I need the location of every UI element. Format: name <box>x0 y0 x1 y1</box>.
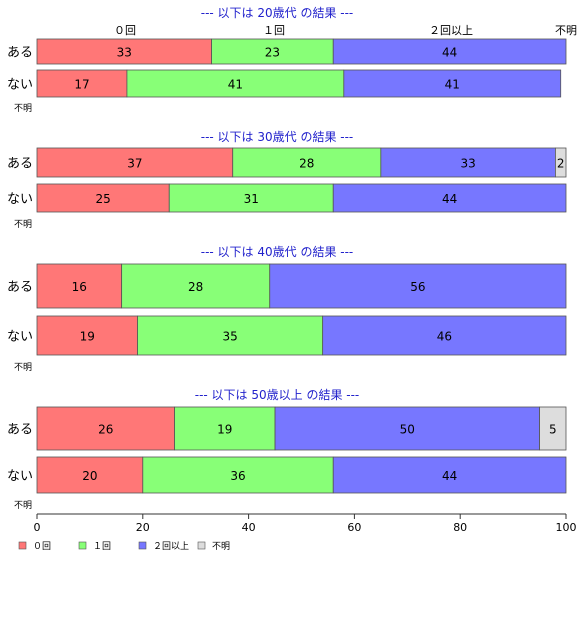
data-label-twoplus: 44 <box>442 192 457 206</box>
x-tick-label: 60 <box>347 521 361 534</box>
row-label: ある <box>7 423 33 438</box>
data-label-twoplus: 41 <box>445 78 460 92</box>
header-label-unknown: 不明 <box>555 24 577 37</box>
panel-title-2: --- 以下は 30歳代 の結果 --- <box>201 130 354 144</box>
data-label-one: 36 <box>230 469 245 483</box>
data-label-one: 19 <box>217 423 232 437</box>
bar-segment-twoplus <box>332 456 567 494</box>
data-label-zero: 19 <box>80 330 95 344</box>
row-label: ない <box>7 330 33 345</box>
legend-swatch-zero <box>18 541 27 550</box>
data-label-one: 23 <box>265 46 280 60</box>
bar-segment-one <box>126 69 345 98</box>
bar-segment-zero <box>36 183 170 213</box>
data-label-unknown: 2 <box>557 157 565 171</box>
unknown-note: 不明 <box>14 219 32 230</box>
data-label-twoplus: 50 <box>400 423 415 437</box>
legend-label-twoplus: ２回以上 <box>153 541 189 552</box>
header-label-zero: ０回 <box>114 24 136 37</box>
data-label-twoplus: 46 <box>437 330 452 344</box>
bar-segment-twoplus <box>332 38 567 65</box>
data-label-zero: 26 <box>98 423 113 437</box>
legend-swatch-unknown <box>197 541 206 550</box>
x-tick-label: 40 <box>242 521 256 534</box>
row-label: ない <box>7 192 33 207</box>
header-label-one: １回 <box>263 24 285 37</box>
bar-segment-zero <box>36 263 123 309</box>
bar-segment-unknown <box>555 147 567 178</box>
row-label: ない <box>7 78 33 93</box>
data-label-twoplus: 44 <box>442 469 457 483</box>
panel-title-1: --- 以下は 20歳代 の結果 --- <box>201 6 354 20</box>
unknown-note: 不明 <box>14 362 32 373</box>
panel-title-4: --- 以下は 50歳以上 の結果 --- <box>195 388 360 402</box>
row-label: ない <box>7 469 33 484</box>
unknown-note: 不明 <box>14 103 32 114</box>
bar-segment-zero <box>36 147 234 178</box>
data-label-zero: 37 <box>127 157 142 171</box>
row-label: ある <box>7 157 33 172</box>
legend-label-unknown: 不明 <box>212 541 230 552</box>
data-label-twoplus: 33 <box>460 157 475 171</box>
data-label-zero: 20 <box>82 469 97 483</box>
bar-segment-zero <box>36 38 212 65</box>
data-label-zero: 25 <box>95 192 110 206</box>
data-label-one: 28 <box>188 280 203 294</box>
bar-segment-one <box>121 263 271 309</box>
bar-segment-twoplus <box>332 183 567 213</box>
bar-segment-one <box>211 38 334 65</box>
data-label-one: 31 <box>244 192 259 206</box>
bar-segment-twoplus <box>380 147 556 178</box>
data-label-zero: 33 <box>117 46 132 60</box>
bar-segment-unknown <box>539 406 567 451</box>
bar-segment-one <box>168 183 334 213</box>
data-label-twoplus: 44 <box>442 46 457 60</box>
legend-label-one: １回 <box>93 541 111 552</box>
bar-segment-twoplus <box>343 69 562 98</box>
x-tick-label: 20 <box>136 521 150 534</box>
legend-swatch-twoplus <box>138 541 147 550</box>
data-label-zero: 16 <box>72 280 87 294</box>
data-label-one: 41 <box>228 78 243 92</box>
data-label-twoplus: 56 <box>410 280 425 294</box>
bar-segment-twoplus <box>322 315 567 356</box>
x-tick-label: 80 <box>453 521 467 534</box>
bar-segment-one <box>232 147 382 178</box>
data-label-one: 28 <box>299 157 314 171</box>
bar-segment-twoplus <box>269 263 567 309</box>
row-label: ある <box>7 280 33 295</box>
x-tick-label: 0 <box>34 521 41 534</box>
bar-segment-zero <box>36 406 175 451</box>
data-label-zero: 17 <box>74 78 89 92</box>
legend-swatch-one <box>78 541 87 550</box>
legend-label-zero: ０回 <box>33 541 51 552</box>
data-label-unknown: 5 <box>549 423 557 437</box>
row-label: ある <box>7 46 33 61</box>
bar-segment-one <box>142 456 334 494</box>
panel-title-3: --- 以下は 40歳代 の結果 --- <box>201 245 354 259</box>
unknown-note: 不明 <box>14 500 32 511</box>
data-label-one: 35 <box>222 330 237 344</box>
header-label-twoplus: ２回以上 <box>429 24 473 37</box>
x-tick-label: 100 <box>556 521 577 534</box>
